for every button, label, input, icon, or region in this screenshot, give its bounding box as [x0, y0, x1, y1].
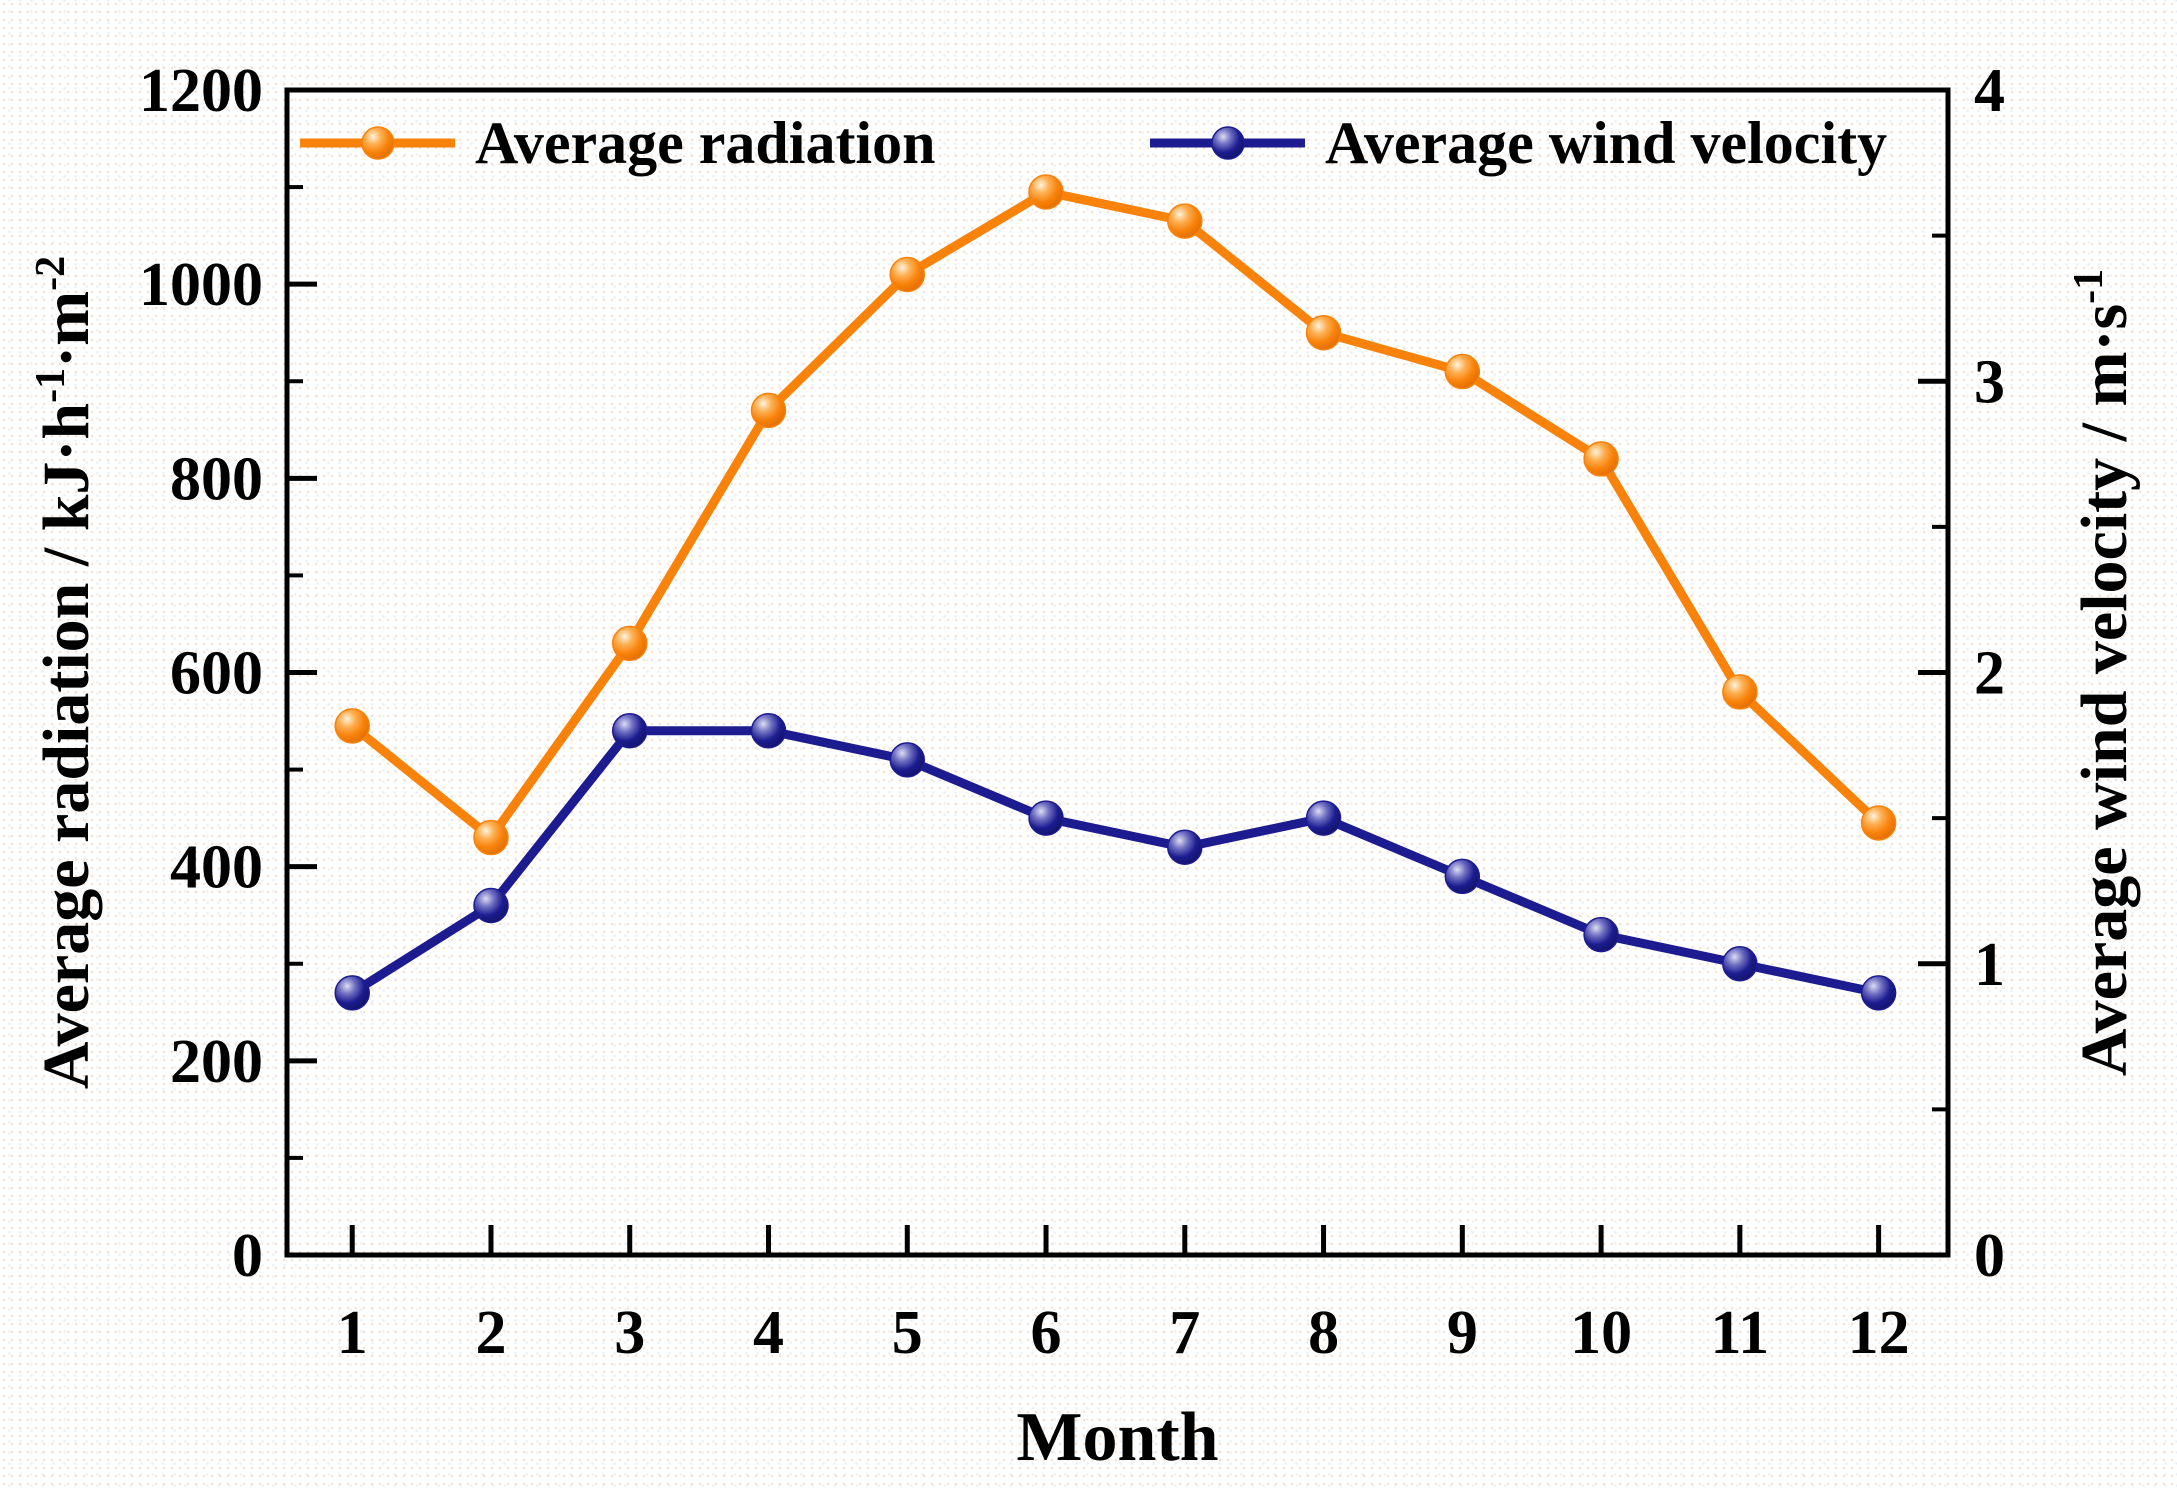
- series-markers-0: [334, 174, 1897, 856]
- left-axis-title: Average radiation / kJ·h-1·m-2: [28, 256, 103, 1089]
- right-axis-tick-label: 0: [1974, 1222, 2005, 1290]
- data-point: [889, 256, 926, 293]
- legend-swatch-marker: [361, 126, 395, 160]
- right-axis-title: Average wind velocity / m·s-1: [2066, 269, 2141, 1076]
- x-axis-tick-label: 6: [1031, 1299, 1062, 1367]
- data-point: [473, 819, 509, 856]
- data-point: [750, 392, 787, 429]
- right-axis-tick-label: 3: [1974, 348, 2005, 416]
- x-axis-tick-label: 12: [1848, 1299, 1910, 1367]
- legend-label: Average wind velocity: [1325, 110, 1887, 176]
- data-point: [1167, 829, 1203, 865]
- x-axis-tick-label: 5: [892, 1299, 923, 1367]
- left-axis-tick-label: 800: [170, 445, 263, 513]
- data-point: [750, 713, 787, 749]
- data-point: [1722, 946, 1758, 982]
- data-point: [334, 975, 370, 1011]
- left-axis-tick-label: 1000: [139, 251, 263, 319]
- data-point: [1860, 975, 1897, 1011]
- data-point: [611, 713, 648, 749]
- x-axis-tick-label: 2: [475, 1299, 506, 1367]
- left-axis-tick-label: 200: [170, 1028, 263, 1096]
- data-point: [1583, 441, 1619, 477]
- legend: Average radiation Average wind velocity: [300, 110, 1887, 176]
- x-axis-tick-label: 11: [1711, 1299, 1770, 1367]
- data-point: [889, 742, 926, 778]
- data-point: [334, 708, 370, 744]
- x-axis-tick-label: 7: [1169, 1299, 1200, 1367]
- series-line-average-wind-velocity: [349, 726, 1880, 998]
- legend-swatch-marker: [1211, 126, 1245, 160]
- legend-item-1: Average wind velocity: [1150, 110, 1887, 176]
- x-axis-tick-label: 3: [614, 1299, 645, 1367]
- right-axis-tick-label: 2: [1974, 640, 2005, 708]
- data-point: [1028, 174, 1064, 210]
- left-axis-tick-label: 0: [232, 1222, 263, 1290]
- right-axis-ticks: 0 1 2 3 4: [1918, 57, 2005, 1290]
- right-axis-tick-label: 4: [1974, 57, 2005, 125]
- data-point: [1028, 800, 1064, 836]
- plot-frame: [284, 87, 1951, 1258]
- x-axis-ticks: 1 2 3 4 5 6 7 8 9 10 11 12: [337, 1225, 1910, 1367]
- x-axis-tick-label: 8: [1308, 1299, 1339, 1367]
- data-point: [1860, 805, 1897, 841]
- x-axis-tick-label: 9: [1447, 1299, 1478, 1367]
- x-axis-tick-label: 1: [337, 1299, 368, 1367]
- left-axis-tick-label: 400: [170, 834, 263, 902]
- data-point: [1167, 203, 1203, 239]
- data-point: [1583, 916, 1619, 953]
- series-markers-1: [334, 713, 1897, 1011]
- data-point: [611, 625, 648, 662]
- legend-item-0: Average radiation: [300, 110, 935, 176]
- right-axis-tick-label: 1: [1974, 931, 2005, 999]
- data-point: [1444, 353, 1481, 390]
- series-line-average-radiation: [349, 187, 1882, 845]
- left-axis-tick-label: 600: [170, 640, 263, 708]
- left-axis-tick-label: 1200: [139, 57, 263, 125]
- data-point: [1444, 858, 1481, 895]
- x-axis-tick-label: 4: [753, 1299, 784, 1367]
- data-point: [473, 887, 509, 924]
- x-axis-tick-label: 10: [1570, 1299, 1632, 1367]
- data-point: [1722, 674, 1758, 710]
- x-axis-title: Month: [1016, 1399, 1218, 1476]
- left-axis-ticks: 0 200 400 600 800 1000 1200: [139, 57, 317, 1290]
- legend-label: Average radiation: [475, 110, 935, 176]
- data-point: [1305, 314, 1342, 351]
- data-point: [1305, 800, 1342, 836]
